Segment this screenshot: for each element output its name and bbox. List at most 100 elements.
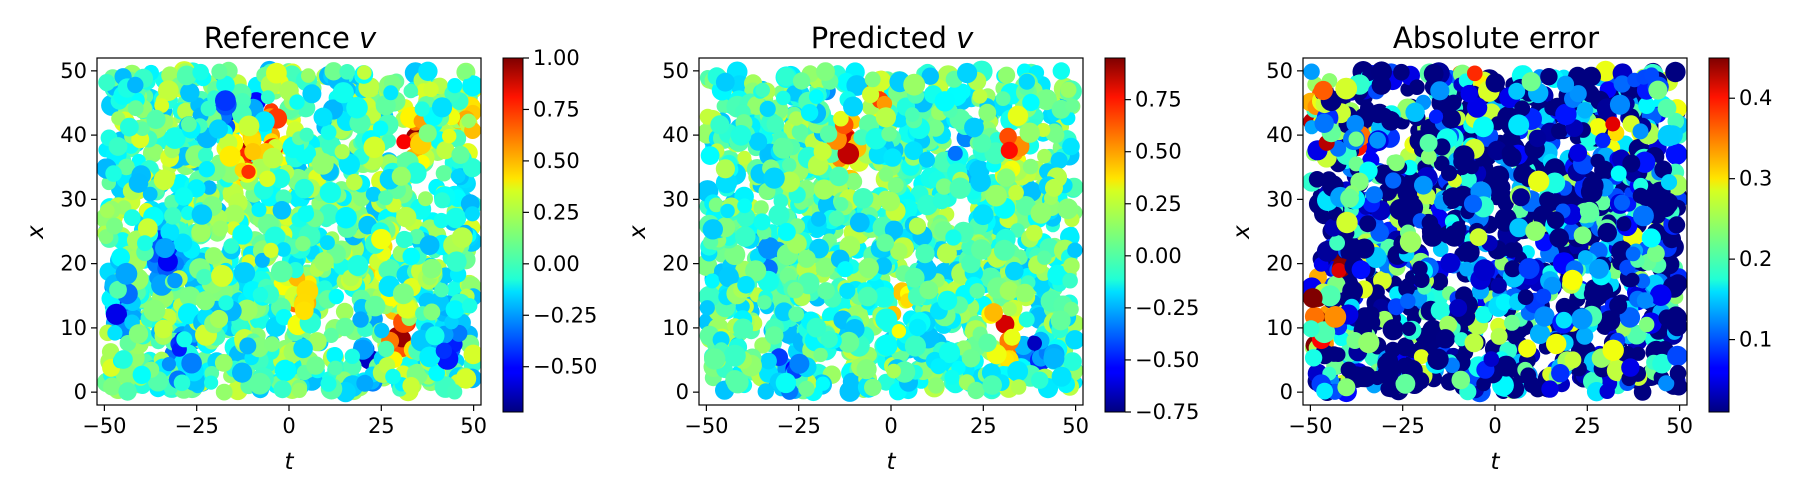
scatter-point <box>788 111 804 126</box>
scatter-point <box>1371 61 1392 83</box>
scatter-point <box>792 72 811 90</box>
scatter-point <box>1525 221 1546 242</box>
scatter-point <box>1571 308 1593 330</box>
y-axis-label: x <box>625 225 651 240</box>
scatter-point <box>118 382 137 401</box>
scatter-point <box>1450 221 1467 237</box>
y-tick-label: 40 <box>662 123 689 147</box>
scatter-point <box>135 121 150 136</box>
scatter-point <box>884 220 904 239</box>
scatter-point <box>1469 228 1488 247</box>
scatter-point <box>328 288 344 305</box>
scatter-point <box>1508 82 1526 100</box>
scatter-point <box>1625 246 1641 262</box>
scatter-point <box>945 229 962 246</box>
scatter-point <box>372 120 389 136</box>
scatter-point <box>839 381 861 402</box>
scatter-point <box>1043 348 1065 369</box>
scatter-point <box>1430 300 1451 321</box>
scatter-point <box>335 317 355 337</box>
scatter-point <box>1665 143 1687 165</box>
scatter-point <box>984 303 1003 322</box>
scatter-point <box>715 72 735 92</box>
scatter-point <box>320 375 337 392</box>
x-axis-label: t <box>886 449 896 475</box>
scatter-point <box>1389 199 1411 220</box>
scatter-point <box>1313 80 1333 101</box>
scatter-point <box>161 357 176 372</box>
colorbar-tick-label: −0.50 <box>533 355 597 379</box>
scatter-point <box>378 190 393 206</box>
scatter-point <box>1508 114 1530 136</box>
scatter-point <box>787 282 804 299</box>
scatter-point <box>1057 198 1079 220</box>
scatter-point <box>176 65 197 86</box>
scatter-point <box>1573 226 1592 245</box>
scatter-point <box>262 147 284 169</box>
scatter-point <box>1401 321 1417 336</box>
scatter-point <box>1632 123 1649 140</box>
scatter-point <box>1564 351 1582 369</box>
scatter-point <box>127 76 144 94</box>
scatter-point <box>1018 73 1035 90</box>
scatter-point <box>883 148 902 167</box>
scatter-point <box>1654 160 1673 179</box>
scatter-point <box>179 286 201 308</box>
scatter-point <box>196 268 213 286</box>
scatter-point <box>820 331 838 348</box>
scatter-point <box>864 71 881 88</box>
colorbar-tick-label: 0.00 <box>533 252 580 276</box>
scatter-point <box>757 295 772 310</box>
scatter-point <box>239 337 257 355</box>
scatter-point <box>219 145 241 167</box>
scatter-point <box>1045 178 1063 197</box>
scatter-point <box>1316 382 1333 400</box>
scatter-point <box>903 73 926 96</box>
scatter-point <box>729 75 750 95</box>
scatter-point <box>381 133 396 148</box>
scatter-point <box>1599 383 1615 399</box>
scatter-point <box>782 157 797 173</box>
colorbar <box>1104 57 1126 413</box>
scatter-point <box>733 318 754 339</box>
scatter-point <box>1348 131 1364 147</box>
scatter-point <box>154 98 170 113</box>
scatter-point <box>702 219 723 240</box>
scatter-point <box>846 75 868 96</box>
scatter-point <box>839 282 856 299</box>
scatter-point <box>254 252 270 268</box>
scatter-point <box>215 383 233 401</box>
colorbar-tick-label: −0.25 <box>1135 296 1199 320</box>
x-tick-label: −50 <box>82 414 126 438</box>
scatter-point <box>704 273 720 289</box>
colorbar-tick-label: 0.1 <box>1739 328 1772 352</box>
scatter-point <box>1503 242 1520 258</box>
scatter-point <box>737 150 752 165</box>
scatter-point <box>1504 260 1522 278</box>
scatter-point <box>208 119 228 139</box>
colorbar-tick-label: 0.3 <box>1739 167 1772 191</box>
scatter-point <box>1063 352 1082 371</box>
x-tick-labels: −50 −25 0 25 50 <box>684 405 1089 438</box>
scatter-point <box>1466 97 1488 118</box>
scatter-point <box>154 319 173 339</box>
scatter-point <box>103 377 122 396</box>
scatter-point <box>244 143 262 161</box>
y-tick-labels: 0 10 20 30 40 50 <box>1266 59 1303 404</box>
scatter-point <box>314 251 334 272</box>
scatter-point <box>295 236 311 252</box>
scatter-point <box>334 144 350 160</box>
panel-title: Reference v <box>204 21 377 55</box>
scatter-point <box>1546 211 1565 229</box>
scatter-point <box>457 64 473 80</box>
scatter-point <box>323 327 339 343</box>
scatter-point <box>720 203 735 219</box>
scatter-point <box>155 238 175 258</box>
scatter-point <box>891 324 907 339</box>
scatter-point <box>451 145 470 164</box>
scatter-point <box>834 197 849 212</box>
scatter-point <box>1442 187 1464 208</box>
scatter-point <box>1549 228 1569 248</box>
scatter-point <box>1430 81 1450 101</box>
scatter-point <box>232 362 253 383</box>
